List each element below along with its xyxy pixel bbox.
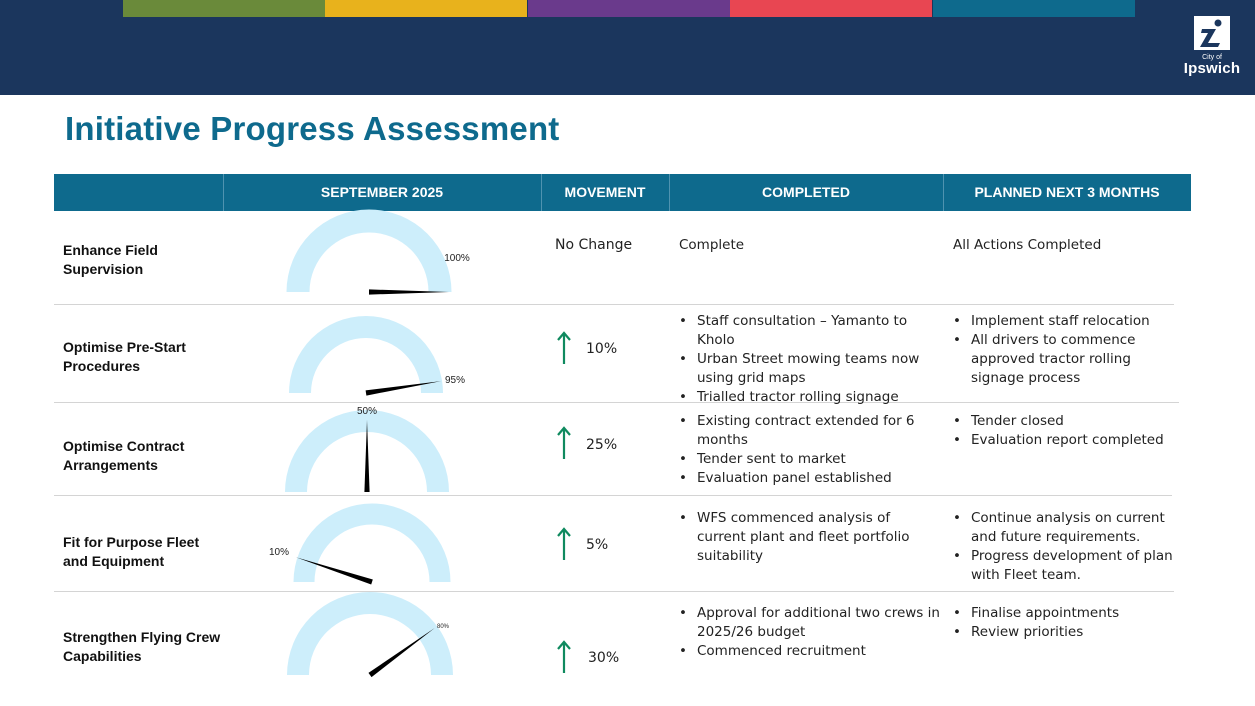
gauge-needle [369, 289, 449, 295]
completed-item: WFS commenced analysis of current plant … [678, 509, 940, 566]
gauge-track [285, 410, 449, 492]
movement-value: 5% [586, 537, 609, 553]
logo-city-label: City of [1202, 54, 1222, 61]
planned-cell: Continue analysis on current and future … [952, 509, 1184, 585]
planned-item: Implement staff relocation [952, 312, 1178, 331]
movement-value: 10% [586, 341, 618, 357]
gauge-value-label: 80% [437, 624, 450, 630]
column-separator [943, 174, 944, 211]
arrow-up-icon [557, 426, 571, 459]
gauge-value-label: 10% [269, 547, 289, 558]
brand-color-bar-2 [325, 0, 527, 17]
gauge-needle [365, 381, 442, 396]
gauge-track [293, 503, 451, 582]
movement-value: 30% [588, 650, 620, 666]
gauge-track [287, 592, 453, 675]
ipswich-logo: City of Ipswich [1178, 14, 1246, 80]
planned-text: All Actions Completed [953, 237, 1102, 253]
ipswich-logo-icon [1194, 16, 1230, 50]
arrow-up-icon [557, 527, 571, 560]
completed-item: Commenced recruitment [678, 642, 940, 661]
gauge-value-label: 50% [357, 406, 377, 417]
column-separator [223, 174, 224, 211]
planned-cell: Finalise appointments Review priorities [952, 604, 1178, 642]
planned-item: Finalise appointments [952, 604, 1178, 623]
initiative-name: Strengthen Flying Crew Capabilities [63, 629, 221, 664]
row-divider [54, 402, 1179, 403]
logo-name: Ipswich [1183, 60, 1241, 77]
page-title: Initiative Progress Assessment [65, 110, 560, 147]
gauge-value-label: 100% [444, 253, 470, 264]
brand-color-bar-5 [933, 0, 1135, 17]
column-header-planned: PLANNED NEXT 3 MONTHS [974, 184, 1160, 200]
brand-color-bar-1 [123, 0, 325, 17]
column-header-movement: MOVEMENT [564, 184, 646, 200]
planned-item: Progress development of plan with Fleet … [952, 547, 1184, 585]
arrow-up-icon [557, 640, 571, 673]
planned-item: Tender closed [952, 412, 1178, 431]
completed-item: Tender sent to market [678, 450, 933, 469]
completed-item: Urban Street mowing teams now using grid… [678, 350, 940, 388]
column-separator [669, 174, 670, 211]
row-divider [54, 591, 1174, 592]
row-divider [54, 495, 1172, 496]
initiative-name: Fit for Purpose Fleet and Equipment [63, 534, 200, 569]
completed-item: Existing contract extended for 6 months [678, 412, 933, 450]
planned-cell: Tender closed Evaluation report complete… [952, 412, 1178, 450]
brand-color-bar-3 [528, 0, 730, 17]
completed-item: Evaluation panel established [678, 469, 933, 488]
planned-cell: Implement staff relocation All drivers t… [952, 312, 1178, 388]
completed-cell: Staff consultation – Yamanto to Kholo Ur… [678, 312, 940, 407]
gauge-needle [295, 557, 373, 585]
table-header: SEPTEMBER 2025 MOVEMENT COMPLETED PLANNE… [54, 174, 1191, 211]
movement-value: 25% [586, 437, 618, 453]
row-divider [54, 304, 1174, 305]
completed-cell: Complete [679, 236, 939, 255]
gauge-needle [364, 420, 370, 492]
gauge-track [289, 316, 443, 393]
gauge-value-label: 95% [445, 375, 465, 386]
column-separator [541, 174, 542, 211]
brand-color-bar-4 [730, 0, 932, 17]
gauge-track [286, 209, 452, 292]
planned-item: Continue analysis on current and future … [952, 509, 1184, 547]
completed-item: Staff consultation – Yamanto to Kholo [678, 312, 940, 350]
completed-item: Approval for additional two crews in 202… [678, 604, 940, 642]
planned-cell: All Actions Completed [953, 236, 1183, 255]
header-banner: City of Ipswich [0, 0, 1255, 95]
completed-cell: WFS commenced analysis of current plant … [678, 509, 940, 566]
planned-item: Review priorities [952, 623, 1178, 642]
initiative-name: Optimise Contract Arrangements [63, 438, 185, 473]
column-header-name [54, 174, 223, 211]
initiative-name: Enhance Field Supervision [63, 242, 158, 277]
gauge-needle [368, 627, 435, 678]
completed-cell: Existing contract extended for 6 months … [678, 412, 933, 488]
initiative-name: Optimise Pre-Start Procedures [63, 339, 186, 374]
completed-text: Complete [679, 237, 745, 253]
completed-cell: Approval for additional two crews in 202… [678, 604, 940, 661]
planned-item: All drivers to commence approved tractor… [952, 331, 1178, 388]
movement-value: No Change [555, 237, 633, 253]
arrow-up-icon [557, 331, 571, 364]
column-header-completed: COMPLETED [762, 184, 850, 200]
column-header-september-2025: SEPTEMBER 2025 [320, 184, 444, 200]
planned-item: Evaluation report completed [952, 431, 1178, 450]
completed-item: Trialled tractor rolling signage [678, 388, 940, 407]
